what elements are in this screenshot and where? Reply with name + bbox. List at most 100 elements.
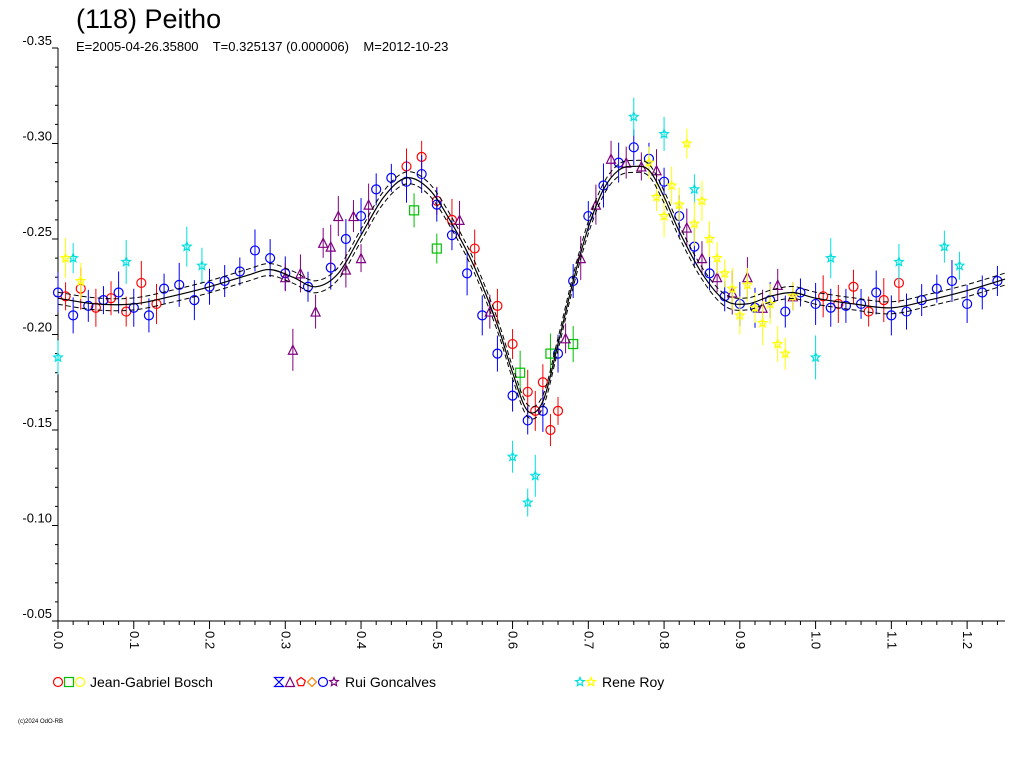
data-point bbox=[764, 297, 776, 309]
data-point bbox=[529, 469, 542, 481]
data-point bbox=[825, 251, 837, 263]
data-point bbox=[204, 281, 215, 292]
data-point bbox=[711, 252, 723, 263]
x-tick-label: 0.8 bbox=[657, 631, 672, 649]
y-tick-label: -0.10 bbox=[22, 511, 52, 526]
data-point bbox=[771, 337, 784, 349]
data-point bbox=[545, 424, 556, 436]
data-point bbox=[871, 287, 882, 298]
x-tick-label: 1.2 bbox=[960, 631, 975, 649]
legend-entry-roy: Rene Roy bbox=[574, 673, 664, 691]
data-point bbox=[901, 306, 912, 317]
data-point bbox=[680, 137, 693, 149]
data-point bbox=[287, 343, 299, 355]
data-point bbox=[560, 332, 572, 344]
data-point bbox=[704, 268, 715, 279]
data-point bbox=[408, 205, 420, 216]
data-point bbox=[52, 351, 64, 363]
legend-symbol-square-icon bbox=[63, 676, 75, 688]
data-point bbox=[74, 274, 87, 287]
data-point bbox=[279, 271, 291, 283]
data-point bbox=[340, 233, 351, 245]
data-point bbox=[113, 287, 124, 298]
data-point bbox=[893, 255, 905, 267]
x-tick-label: 1.1 bbox=[884, 631, 899, 649]
data-point bbox=[628, 142, 639, 153]
data-point bbox=[83, 300, 94, 311]
data-point bbox=[506, 450, 519, 462]
fit-curve bbox=[57, 165, 1006, 414]
data-point bbox=[158, 283, 170, 294]
data-point bbox=[332, 210, 344, 222]
data-point bbox=[650, 190, 663, 202]
data-point bbox=[643, 156, 655, 168]
series-4 bbox=[52, 97, 966, 517]
legend-entry-goncalves: Rui Goncalves bbox=[273, 673, 436, 691]
data-point bbox=[521, 496, 534, 508]
data-point bbox=[522, 415, 533, 426]
x-tick-label: 0.4 bbox=[354, 631, 369, 649]
data-point bbox=[515, 367, 526, 378]
data-point bbox=[446, 230, 458, 241]
data-point bbox=[673, 198, 685, 210]
x-tick-label: 0.6 bbox=[506, 631, 521, 649]
data-point bbox=[462, 268, 473, 279]
data-point bbox=[696, 194, 708, 206]
legend-symbol-diamond-icon bbox=[306, 676, 318, 688]
data-point bbox=[454, 214, 465, 225]
y-tick-label: -0.25 bbox=[22, 224, 52, 239]
data-point bbox=[931, 283, 942, 294]
copyright-note: (c)2024 OdO-RB bbox=[18, 719, 64, 725]
data-point bbox=[962, 298, 973, 310]
y-tick-label: -0.35 bbox=[22, 33, 52, 48]
x-tick-label: 0.5 bbox=[430, 631, 445, 649]
data-point bbox=[703, 232, 716, 244]
legend-label-goncalves: Rui Goncalves bbox=[345, 674, 437, 690]
x-tick-label: 0.3 bbox=[278, 631, 293, 649]
x-tick-label: 0.0 bbox=[51, 631, 66, 649]
data-point bbox=[658, 210, 670, 221]
data-point bbox=[658, 127, 670, 139]
data-point bbox=[613, 157, 624, 168]
legend-label-roy: Rene Roy bbox=[602, 674, 665, 690]
data-point bbox=[90, 302, 101, 313]
data-point bbox=[734, 309, 746, 321]
data-point bbox=[818, 291, 829, 302]
data-point bbox=[477, 310, 488, 321]
data-point bbox=[575, 252, 587, 264]
chart-title: (118) Peitho bbox=[76, 4, 222, 34]
fit-envelope-upper bbox=[57, 159, 1006, 408]
data-point bbox=[317, 236, 329, 248]
data-point bbox=[756, 316, 769, 328]
data-point bbox=[128, 302, 139, 313]
data-point bbox=[688, 217, 701, 229]
data-point bbox=[946, 275, 958, 287]
data-point bbox=[688, 183, 701, 195]
data-point bbox=[537, 377, 548, 388]
data-point bbox=[711, 271, 723, 283]
data-point bbox=[726, 282, 738, 294]
data-point bbox=[310, 305, 322, 317]
data-point bbox=[916, 295, 927, 306]
data-point bbox=[189, 295, 200, 306]
legend-entry-bosch: Jean-Gabriel Bosch bbox=[52, 673, 213, 691]
x-tick-label: 0.9 bbox=[733, 631, 748, 649]
data-point bbox=[779, 347, 792, 359]
data-point bbox=[355, 252, 367, 264]
data-point bbox=[772, 278, 784, 290]
data-point bbox=[992, 275, 1003, 287]
legend-label-bosch: Jean-Gabriel Bosch bbox=[90, 674, 213, 690]
legend-symbol-triangle-icon bbox=[284, 676, 296, 688]
data-point bbox=[143, 310, 155, 321]
data-point bbox=[696, 252, 708, 264]
y-tick-label: -0.15 bbox=[22, 415, 52, 430]
data-point bbox=[347, 210, 359, 222]
x-tick-label: 0.1 bbox=[127, 631, 142, 649]
data-point bbox=[59, 252, 72, 263]
data-point bbox=[628, 110, 640, 122]
data-point bbox=[416, 168, 427, 180]
data-point bbox=[953, 259, 966, 271]
legend-symbol-star-icon bbox=[574, 675, 586, 687]
data-point bbox=[977, 287, 988, 298]
